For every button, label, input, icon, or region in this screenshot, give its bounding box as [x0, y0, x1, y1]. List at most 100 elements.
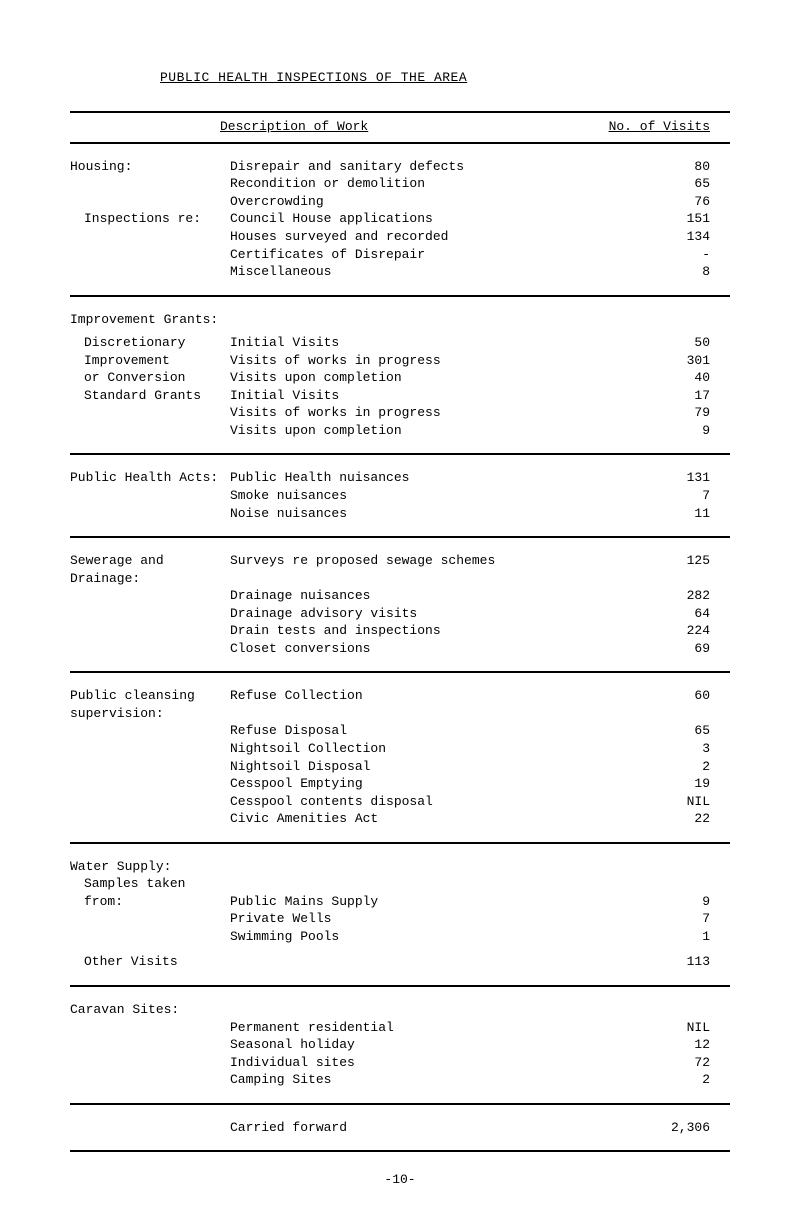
row-desc: Individual sites	[230, 1054, 660, 1072]
row-desc: Seasonal holiday	[230, 1036, 660, 1054]
row-desc: Public Mains Supply	[230, 893, 660, 911]
row-value: 301	[660, 352, 730, 370]
row-desc: Visits of works in progress	[230, 404, 660, 422]
row-desc: Refuse Collection	[230, 687, 660, 722]
table-row: Refuse Disposal 65	[70, 722, 730, 740]
row-label: from:	[70, 893, 230, 911]
row-label: Caravan Sites:	[70, 1001, 230, 1019]
row-desc: Recondition or demolition	[230, 175, 660, 193]
divider	[70, 295, 730, 297]
divider	[70, 1103, 730, 1105]
table-row: Permanent residential NIL	[70, 1019, 730, 1037]
row-value: 3	[660, 740, 730, 758]
table-row: Miscellaneous 8	[70, 263, 730, 281]
row-value: 224	[660, 622, 730, 640]
table-row: Visits upon completion 9	[70, 422, 730, 440]
divider	[70, 1150, 730, 1152]
row-value: 40	[660, 369, 730, 387]
table-row: Sewerage and Drainage: Surveys re propos…	[70, 552, 730, 587]
row-desc: Noise nuisances	[230, 505, 660, 523]
table-row: Camping Sites 2	[70, 1071, 730, 1089]
row-value: 64	[660, 605, 730, 623]
row-value: 2	[660, 758, 730, 776]
water-section: Water Supply: Samples taken from: Public…	[70, 848, 730, 981]
row-value: 72	[660, 1054, 730, 1072]
table-row: Cesspool contents disposal NIL	[70, 793, 730, 811]
table-row: Certificates of Disrepair -	[70, 246, 730, 264]
table-row: Houses surveyed and recorded 134	[70, 228, 730, 246]
row-label: Discretionary	[70, 334, 230, 352]
row-value: 9	[660, 422, 730, 440]
row-value: 76	[660, 193, 730, 211]
table-row: Nightsoil Collection 3	[70, 740, 730, 758]
row-label: Public Health Acts:	[70, 469, 230, 487]
table-row: Drainage nuisances 282	[70, 587, 730, 605]
row-desc: Swimming Pools	[230, 928, 660, 946]
row-desc: Public Health nuisances	[230, 469, 660, 487]
caravan-section: Caravan Sites: Permanent residential NIL…	[70, 991, 730, 1099]
row-value: 19	[660, 775, 730, 793]
divider	[70, 536, 730, 538]
row-value: 79	[660, 404, 730, 422]
row-value: 131	[660, 469, 730, 487]
header-visits: No. of Visits	[609, 119, 730, 136]
row-label: Standard Grants	[70, 387, 230, 405]
row-desc: Refuse Disposal	[230, 722, 660, 740]
divider	[70, 985, 730, 987]
table-row: Public cleansing supervision: Refuse Col…	[70, 687, 730, 722]
row-value: NIL	[660, 1019, 730, 1037]
row-value: 65	[660, 175, 730, 193]
table-row: Recondition or demolition 65	[70, 175, 730, 193]
row-label: Samples taken	[70, 875, 230, 893]
table-row: Private Wells 7	[70, 910, 730, 928]
table-row: Water Supply:	[70, 858, 730, 876]
divider	[70, 111, 730, 113]
row-desc: Initial Visits	[230, 334, 660, 352]
row-label: Housing:	[70, 158, 230, 176]
row-label: Other Visits	[70, 953, 230, 971]
table-row: Closet conversions 69	[70, 640, 730, 658]
document-title: PUBLIC HEALTH INSPECTIONS OF THE AREA	[160, 70, 730, 87]
table-row: Civic Amenities Act 22	[70, 810, 730, 828]
row-value: 7	[660, 910, 730, 928]
row-value: 80	[660, 158, 730, 176]
row-desc: Surveys re proposed sewage schemes	[230, 552, 660, 587]
table-row: Swimming Pools 1	[70, 928, 730, 946]
public-health-section: Public Health Acts: Public Health nuisan…	[70, 459, 730, 532]
table-row: Nightsoil Disposal 2	[70, 758, 730, 776]
header-description: Description of Work	[220, 119, 368, 136]
table-row: Cesspool Emptying 19	[70, 775, 730, 793]
row-desc: Overcrowding	[230, 193, 660, 211]
table-row: Carried forward 2,306	[70, 1119, 730, 1137]
row-label: Sewerage and Drainage:	[70, 552, 230, 587]
table-row: Samples taken	[70, 875, 730, 893]
row-desc: Closet conversions	[230, 640, 660, 658]
divider	[70, 671, 730, 673]
row-desc: Council House applications	[230, 210, 660, 228]
divider	[70, 842, 730, 844]
row-desc: Visits of works in progress	[230, 352, 660, 370]
row-value: 69	[660, 640, 730, 658]
table-row: Caravan Sites:	[70, 1001, 730, 1019]
table-row: Drain tests and inspections 224	[70, 622, 730, 640]
row-value: 60	[660, 687, 730, 722]
row-desc: Drain tests and inspections	[230, 622, 660, 640]
row-value: 9	[660, 893, 730, 911]
table-row: Inspections re: Council House applicatio…	[70, 210, 730, 228]
table-row: Drainage advisory visits 64	[70, 605, 730, 623]
table-row: Other Visits 113	[70, 953, 730, 971]
table-row: Housing: Disrepair and sanitary defects …	[70, 158, 730, 176]
table-row: Visits of works in progress 79	[70, 404, 730, 422]
row-label: Inspections re:	[70, 210, 230, 228]
row-desc: Houses surveyed and recorded	[230, 228, 660, 246]
row-desc: Miscellaneous	[230, 263, 660, 281]
table-row: Discretionary Initial Visits 50	[70, 334, 730, 352]
row-label: Improvement	[70, 352, 230, 370]
row-desc: Visits upon completion	[230, 422, 660, 440]
row-value: -	[660, 246, 730, 264]
row-value: 2,306	[660, 1119, 730, 1137]
table-row: Improvement Visits of works in progress …	[70, 352, 730, 370]
page-number: -10-	[70, 1172, 730, 1189]
improvement-section: Improvement Grants: Discretionary Initia…	[70, 301, 730, 450]
table-row: Noise nuisances 11	[70, 505, 730, 523]
